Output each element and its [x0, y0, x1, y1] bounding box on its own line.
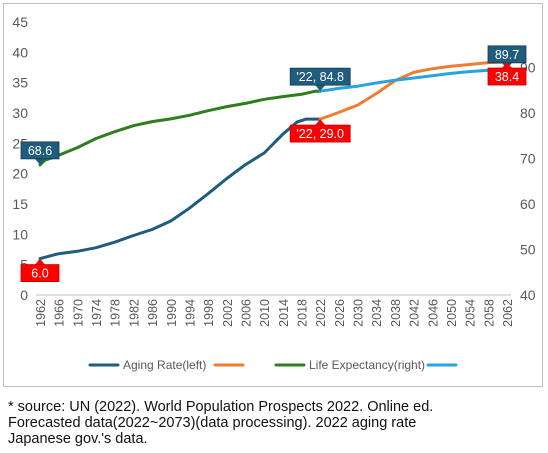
annotation-box-6 — [20, 264, 60, 283]
left-axis-tick-label: 0 — [20, 287, 28, 303]
x-axis-tick-label: 1974 — [90, 299, 104, 327]
right-axis-tick-label: 40 — [520, 287, 536, 303]
annotation-label-3: '22, 84.8 — [296, 70, 344, 84]
annotation-label-5: 68.6 — [28, 144, 52, 158]
annotation-box-4 — [289, 124, 351, 143]
x-axis-tick-label: 2022 — [314, 299, 328, 327]
series-line-4 — [318, 67, 509, 93]
right-axis-tick-label: 60 — [520, 196, 536, 212]
annotation-box-5 — [20, 141, 60, 160]
x-axis-tick-label: 2054 — [464, 299, 478, 327]
annotation-pointer-6 — [35, 258, 45, 265]
annotation-label-2: 38.4 — [495, 70, 519, 84]
series-line-3 — [38, 89, 322, 167]
right-axis-tick-label: 70 — [520, 151, 536, 167]
left-axis-tick-label: 10 — [12, 226, 28, 242]
annotation-pointer-4 — [315, 119, 326, 126]
source-note: * source: UN (2022). World Population Pr… — [8, 399, 538, 447]
left-axis-tick-label: 45 — [12, 14, 28, 30]
x-axis-tick-label: 2062 — [501, 299, 515, 327]
annotation-box-3 — [289, 67, 351, 86]
x-axis-tick-label: 1966 — [53, 299, 67, 327]
series-line-2 — [318, 60, 509, 121]
x-axis-tick-label: 2018 — [296, 299, 310, 327]
aging-rate-life-expectancy-chart: 0510152025303540454050607080901962196619… — [12, 14, 536, 372]
right-axis-tick-label: 80 — [520, 105, 536, 121]
x-axis-tick-label: 2006 — [239, 299, 253, 327]
annotation-pointer-2 — [502, 62, 512, 69]
source-line-3: Japanese gov.'s data. — [8, 431, 148, 447]
legend-label-3: Life Expectancy(right) — [309, 358, 425, 372]
x-axis-tick-label: 2050 — [445, 299, 459, 327]
annotation-label-1: 89.7 — [495, 48, 519, 62]
series-line-1 — [38, 117, 322, 261]
x-axis-tick-label: 1970 — [71, 299, 85, 327]
right-axis-tick-label: 50 — [520, 242, 536, 258]
x-axis-tick-label: 2010 — [258, 299, 272, 327]
x-axis-tick-label: 2038 — [389, 299, 403, 327]
x-axis-tick-label: 1978 — [109, 299, 123, 327]
source-line-1: * source: UN (2022). World Population Pr… — [8, 399, 434, 415]
left-axis-tick-label: 20 — [12, 166, 28, 182]
left-axis-tick-label: 40 — [12, 44, 28, 60]
annotation-box-2 — [487, 67, 527, 86]
x-axis-tick-label: 1962 — [34, 299, 48, 327]
x-axis-tick-label: 1998 — [202, 299, 216, 327]
annotation-pointer-5 — [35, 158, 45, 165]
legend-label-1: Aging Rate(left) — [123, 358, 206, 372]
left-axis-tick-label: 15 — [12, 196, 28, 212]
left-axis-tick-label: 35 — [12, 75, 28, 91]
x-axis-tick-label: 2034 — [370, 299, 384, 327]
source-line-2: Forecasted data(2022~2073)(data processi… — [8, 415, 417, 431]
x-axis-tick-label: 1990 — [165, 299, 179, 327]
x-axis-tick-label: 2030 — [352, 299, 366, 327]
x-axis-tick-label: 2046 — [426, 299, 440, 327]
annotation-label-4: '22, 29.0 — [296, 127, 344, 141]
x-axis-tick-label: 1982 — [127, 299, 141, 327]
x-axis-tick-label: 2014 — [277, 299, 291, 327]
annotation-label-6: 6.0 — [31, 267, 48, 281]
annotation-pointer-3 — [315, 85, 326, 92]
x-axis-tick-label: 2042 — [408, 299, 422, 327]
x-axis-tick-label: 1986 — [146, 299, 160, 327]
x-axis-tick-label: 2058 — [482, 299, 496, 327]
x-axis-tick-label: 2026 — [333, 299, 347, 327]
x-axis-tick-label: 2002 — [221, 299, 235, 327]
left-axis-tick-label: 30 — [12, 105, 28, 121]
x-axis-tick-label: 1994 — [183, 299, 197, 327]
chart-frame — [3, 3, 543, 387]
